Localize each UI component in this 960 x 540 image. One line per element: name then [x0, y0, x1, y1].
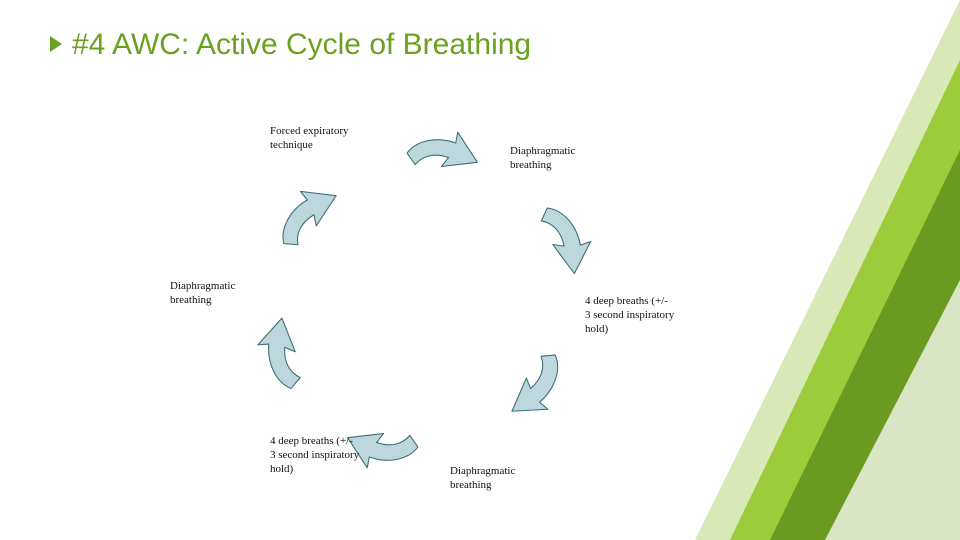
cycle-label-top: Forced expiratorytechnique	[270, 125, 385, 153]
deco-dark	[770, 150, 960, 540]
cycle-label-right-lower: 4 deep breaths (+/-3 second inspiratoryh…	[585, 295, 700, 336]
slide-title: #4 AWC: Active Cycle of Breathing	[50, 28, 531, 62]
cycle-arrow-left-lower	[242, 308, 320, 404]
cycle-label-left-lower: 4 deep breaths (+/-3 second inspiratoryh…	[270, 435, 385, 476]
slide: #4 AWC: Active Cycle of Breathing Forced…	[0, 0, 960, 540]
cycle-label-right-upper: Diaphragmaticbreathing	[510, 145, 625, 173]
deco-light	[730, 60, 960, 540]
cycle-label-left-upper: Diaphragmaticbreathing	[170, 280, 285, 308]
bullet-icon	[50, 36, 62, 52]
cycle-arrow-right-lower	[483, 330, 597, 441]
cycle-label-bottom: Diaphragmaticbreathing	[450, 465, 565, 493]
cycle-arrow-top	[387, 103, 496, 200]
cycle-diagram: Forced expiratorytechnique Diaphragmaticb…	[140, 90, 740, 520]
title-text: #4 AWC: Active Cycle of Breathing	[72, 28, 531, 61]
deco-white	[825, 280, 960, 540]
cycle-arrow-right-upper	[524, 186, 609, 287]
cycle-arrow-left-upper	[248, 163, 361, 269]
